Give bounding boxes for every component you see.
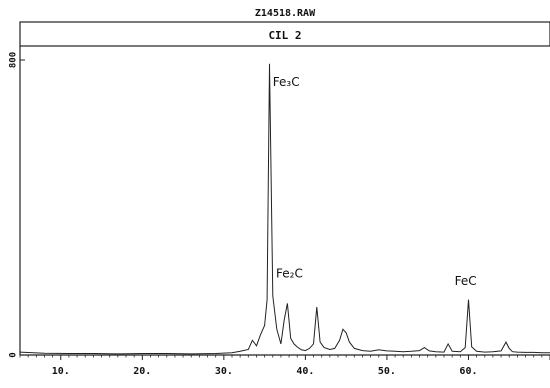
x-tick-label: 60. <box>459 366 477 377</box>
x-tick-label: 20. <box>133 366 151 377</box>
title-bar <box>19 21 550 47</box>
chart-title: Z14518.RAW <box>255 8 316 19</box>
peak-label: FeC <box>455 274 477 288</box>
diffraction-pattern-line <box>19 63 550 355</box>
y-tick-label: 800 <box>9 52 19 68</box>
peak-label: Fe₂C <box>276 267 303 281</box>
chart-subtitle: CIL 2 <box>268 29 301 42</box>
x-tick-label: 30. <box>215 366 233 377</box>
y-axis-ticks: 0 800 <box>9 52 25 358</box>
x-tick-label: 50. <box>378 366 396 377</box>
y-tick-label: 0 <box>9 352 19 357</box>
peak-label: Fe₃C <box>273 75 300 89</box>
peak-annotations: Fe₃C Fe₂C FeC <box>273 75 477 288</box>
x-tick-label: 40. <box>296 366 314 377</box>
x-axis-ticks: 10.20.30.40.50.60.70 <box>19 355 550 377</box>
x-tick-label: 10. <box>52 366 70 377</box>
